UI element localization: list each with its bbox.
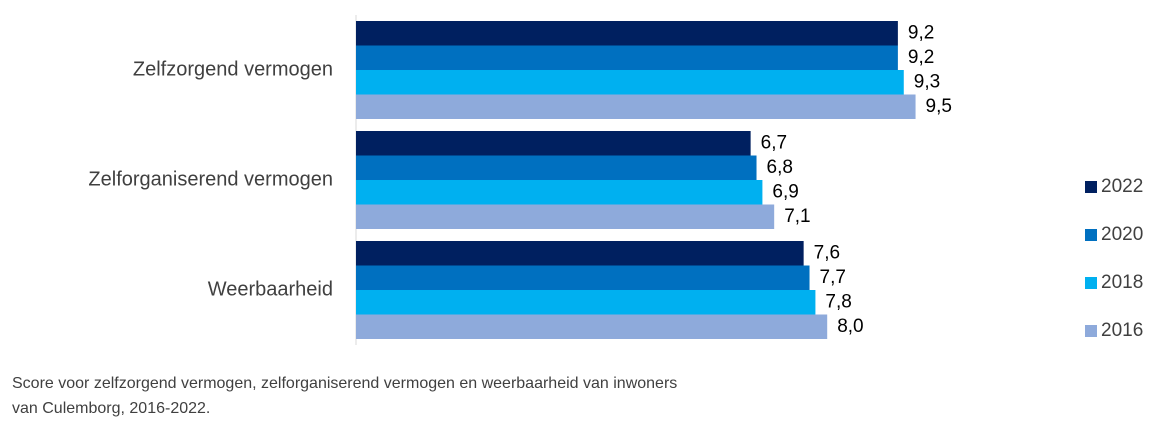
- value-label: 9,3: [914, 71, 940, 92]
- category-label: Zelforganiserend vermogen: [88, 168, 333, 190]
- bar: [356, 241, 804, 266]
- category-label: Zelfzorgend vermogen: [133, 58, 333, 80]
- legend-swatch: [1085, 229, 1097, 241]
- category-label: Weerbaarheid: [208, 278, 333, 300]
- bar: [356, 45, 898, 70]
- caption-line: van Culemborg, 2016-2022.: [12, 400, 210, 417]
- value-label: 7,1: [784, 206, 810, 227]
- bar: [356, 314, 828, 339]
- legend-label: 2020: [1101, 224, 1143, 245]
- legend-swatch: [1085, 277, 1097, 289]
- legend-swatch: [1085, 325, 1097, 337]
- bar: [356, 21, 898, 46]
- bar: [356, 94, 916, 119]
- value-label: 9,2: [908, 22, 934, 43]
- caption-line: Score voor zelfzorgend vermogen, zelforg…: [12, 375, 677, 392]
- bar: [356, 265, 810, 290]
- value-label: 6,7: [761, 132, 787, 153]
- value-label: 8,0: [837, 316, 863, 337]
- value-label: 7,7: [820, 267, 846, 288]
- value-label: 7,6: [814, 242, 840, 263]
- bar: [356, 70, 904, 95]
- bar: [356, 290, 816, 315]
- legend-label: 2016: [1101, 320, 1143, 341]
- legend-label: 2022: [1101, 176, 1143, 197]
- value-label: 9,5: [926, 96, 952, 117]
- bar: [356, 204, 775, 229]
- bar: [356, 131, 751, 156]
- legend-swatch: [1085, 181, 1097, 193]
- bar: [356, 155, 757, 180]
- bar: [356, 180, 763, 205]
- value-label: 7,8: [825, 291, 851, 312]
- legend-label: 2018: [1101, 272, 1143, 293]
- value-label: 6,9: [772, 181, 798, 202]
- value-label: 6,8: [767, 157, 793, 178]
- value-label: 9,2: [908, 47, 934, 68]
